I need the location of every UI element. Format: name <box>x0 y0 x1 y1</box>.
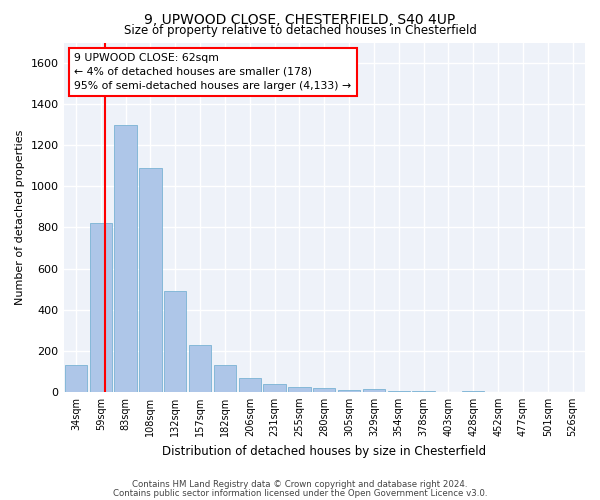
Bar <box>214 365 236 392</box>
Bar <box>462 391 484 392</box>
Text: 9 UPWOOD CLOSE: 62sqm
← 4% of detached houses are smaller (178)
95% of semi-deta: 9 UPWOOD CLOSE: 62sqm ← 4% of detached h… <box>74 53 351 91</box>
Bar <box>65 365 87 392</box>
Bar <box>338 390 360 392</box>
Bar <box>139 168 161 392</box>
Text: 9, UPWOOD CLOSE, CHESTERFIELD, S40 4UP: 9, UPWOOD CLOSE, CHESTERFIELD, S40 4UP <box>145 12 455 26</box>
X-axis label: Distribution of detached houses by size in Chesterfield: Distribution of detached houses by size … <box>162 444 487 458</box>
Bar <box>239 378 261 392</box>
Bar <box>363 388 385 392</box>
Text: Contains public sector information licensed under the Open Government Licence v3: Contains public sector information licen… <box>113 489 487 498</box>
Bar <box>288 386 311 392</box>
Bar <box>388 391 410 392</box>
Bar <box>313 388 335 392</box>
Bar <box>89 224 112 392</box>
Bar <box>189 344 211 392</box>
Bar <box>263 384 286 392</box>
Y-axis label: Number of detached properties: Number of detached properties <box>15 130 25 305</box>
Text: Size of property relative to detached houses in Chesterfield: Size of property relative to detached ho… <box>124 24 476 37</box>
Bar <box>115 124 137 392</box>
Bar <box>164 291 187 392</box>
Text: Contains HM Land Registry data © Crown copyright and database right 2024.: Contains HM Land Registry data © Crown c… <box>132 480 468 489</box>
